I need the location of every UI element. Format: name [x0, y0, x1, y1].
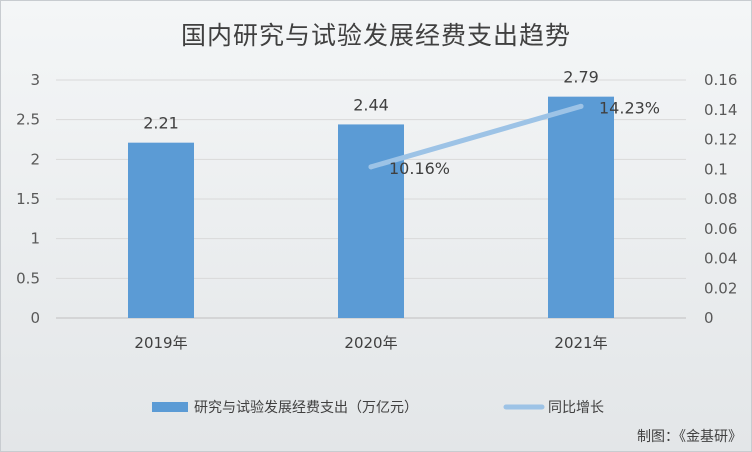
legend-label-line: 同比增长 [548, 400, 604, 416]
credit-text: 制图：《金基研》 [637, 429, 742, 445]
bar-data-label: 2.21 [143, 114, 179, 133]
bar [338, 124, 404, 318]
right-axis-tick-label: 0.02 [704, 279, 737, 297]
bar [128, 142, 194, 318]
left-axis-tick-label: 1 [30, 230, 40, 248]
line-data-label: 14.23% [599, 98, 660, 117]
bar-data-label: 2.79 [563, 68, 599, 87]
legend-label-bar: 研究与试验发展经费支出（万亿元） [194, 400, 418, 416]
bar [548, 96, 614, 318]
category-label: 2019年 [134, 334, 187, 352]
left-axis-tick-label: 0 [30, 309, 40, 327]
left-axis-tick-label: 3 [30, 71, 40, 89]
right-axis-tick-label: 0.16 [704, 71, 737, 89]
right-axis-tick-label: 0.14 [704, 101, 737, 119]
right-axis-tick-label: 0.1 [704, 160, 728, 178]
data-labels: 2.21 2.44 2.79 10.16% 14.23% [143, 68, 660, 178]
right-axis-ticks: 0 0.02 0.04 0.06 0.08 0.1 0.12 0.14 0.16 [704, 71, 737, 327]
line-point [368, 164, 374, 170]
right-axis-tick-label: 0.06 [704, 220, 737, 238]
left-axis-tick-label: 1.5 [16, 190, 40, 208]
growth-line [368, 103, 584, 170]
legend-swatch-bar [152, 402, 188, 412]
right-axis-tick-label: 0.08 [704, 190, 737, 208]
right-axis-tick-label: 0.04 [704, 250, 737, 268]
left-axis-tick-label: 2 [30, 150, 40, 168]
category-label: 2021年 [554, 334, 607, 352]
left-axis-tick-label: 0.5 [16, 269, 40, 287]
bar-data-label: 2.44 [353, 95, 389, 114]
legend: 研究与试验发展经费支出（万亿元） 同比增长 [152, 400, 604, 416]
line-point [578, 103, 584, 109]
right-axis-tick-label: 0 [704, 309, 714, 327]
line-data-label: 10.16% [389, 159, 450, 178]
chart-title: 国内研究与试验发展经费支出趋势 [180, 21, 571, 50]
line-series [368, 103, 584, 170]
category-label: 2020年 [344, 334, 397, 352]
bar-series [128, 96, 614, 318]
left-axis-tick-label: 2.5 [16, 111, 40, 129]
right-axis-tick-label: 0.12 [704, 131, 737, 149]
category-labels: 2019年 2020年 2021年 [134, 334, 607, 352]
left-axis-ticks: 0 0.5 1 1.5 2 2.5 3 [16, 71, 40, 327]
